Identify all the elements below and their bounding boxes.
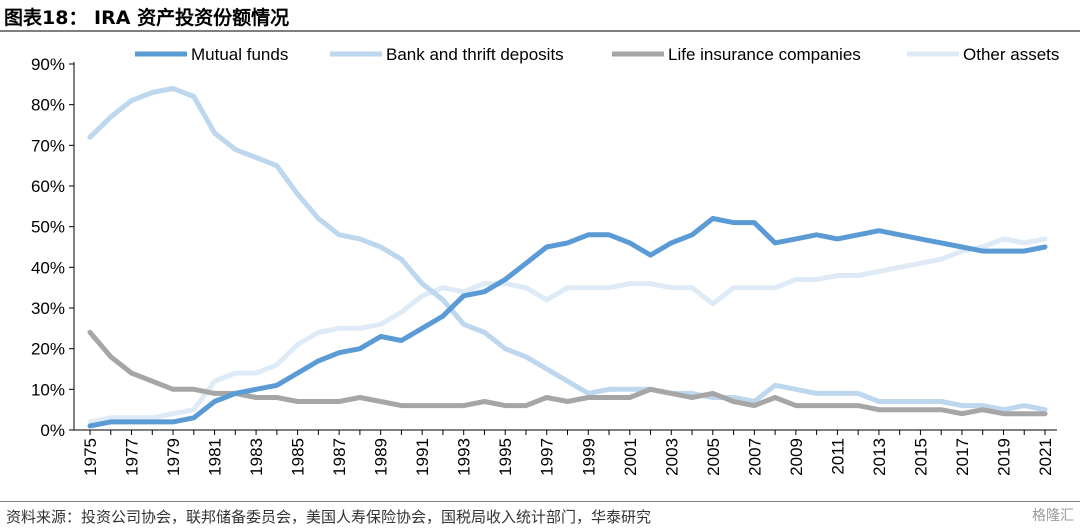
x-tick-label: 1991	[413, 438, 432, 476]
series-line-life-insurance-companies	[87, 329, 1048, 417]
series-line-mutual-funds	[87, 216, 1048, 429]
x-tick-label: 2001	[621, 438, 640, 476]
x-tick-label: 2019	[994, 438, 1013, 476]
chart-legend: Mutual funds Bank and thrift deposits Life…	[135, 45, 1059, 64]
chart-title: 图表18： IRA 资产投资份额情况	[4, 7, 290, 29]
y-axis: 0% 10% 20% 30% 40% 50% 60% 70% 80% 90%	[31, 55, 75, 440]
y-tick-label: 20%	[31, 340, 65, 359]
title-divider	[0, 30, 1080, 32]
x-tick-label: 2015	[911, 438, 930, 476]
x-tick-label: 1977	[123, 438, 142, 476]
footer-divider	[0, 501, 1080, 502]
x-tick-label: 1985	[289, 438, 308, 476]
y-tick-label: 90%	[31, 55, 65, 74]
x-tick-label: 2013	[870, 438, 889, 476]
series-line-bank-and-thrift-deposits	[87, 85, 1048, 413]
x-tick-label: 2003	[662, 438, 681, 476]
x-axis: 1975 1977 1979 1981 1983 1985 1987 1989 1991 1993…	[74, 429, 1057, 476]
x-tick-label: 2005	[704, 438, 723, 476]
line-chart: Mutual funds Bank and thrift deposits Life…	[31, 45, 1059, 476]
y-tick-label: 50%	[31, 218, 65, 237]
y-tick-label: 40%	[31, 258, 65, 277]
y-tick-label: 60%	[31, 177, 65, 196]
x-tick-label: 2009	[787, 438, 806, 476]
legend-label: Other assets	[963, 45, 1059, 64]
x-tick-label: 1983	[247, 438, 266, 476]
plot-area	[87, 85, 1048, 429]
legend-label: Mutual funds	[191, 45, 288, 64]
y-tick-label: 0%	[40, 421, 65, 440]
legend-label: Bank and thrift deposits	[386, 45, 564, 64]
y-tick-label: 80%	[31, 96, 65, 115]
y-tick-label: 30%	[31, 299, 65, 318]
watermark-logo: 格隆汇	[1032, 508, 1074, 524]
x-tick-label: 2011	[828, 438, 847, 475]
x-tick-label: 1987	[330, 438, 349, 476]
y-tick-label: 70%	[31, 136, 65, 155]
x-tick-label: 1993	[455, 438, 474, 476]
x-tick-label: 2007	[745, 438, 764, 476]
x-tick-label: 2017	[953, 438, 972, 476]
series-line-other-assets	[87, 236, 1048, 425]
y-tick-label: 10%	[31, 380, 65, 399]
x-tick-label: 1979	[164, 438, 183, 476]
legend-label: Life insurance companies	[668, 45, 861, 64]
x-tick-label: 1981	[206, 438, 225, 476]
x-tick-label: 1997	[538, 438, 557, 476]
x-tick-label: 2021	[1036, 438, 1055, 476]
x-tick-label: 1975	[81, 438, 100, 476]
x-tick-label: 1989	[372, 438, 391, 476]
x-tick-label: 1999	[579, 438, 598, 476]
source-note: 资料来源：投资公司协会，联邦储备委员会，美国人寿保险协会，国税局收入统计部门，华…	[6, 508, 652, 526]
x-tick-label: 1995	[496, 438, 515, 476]
